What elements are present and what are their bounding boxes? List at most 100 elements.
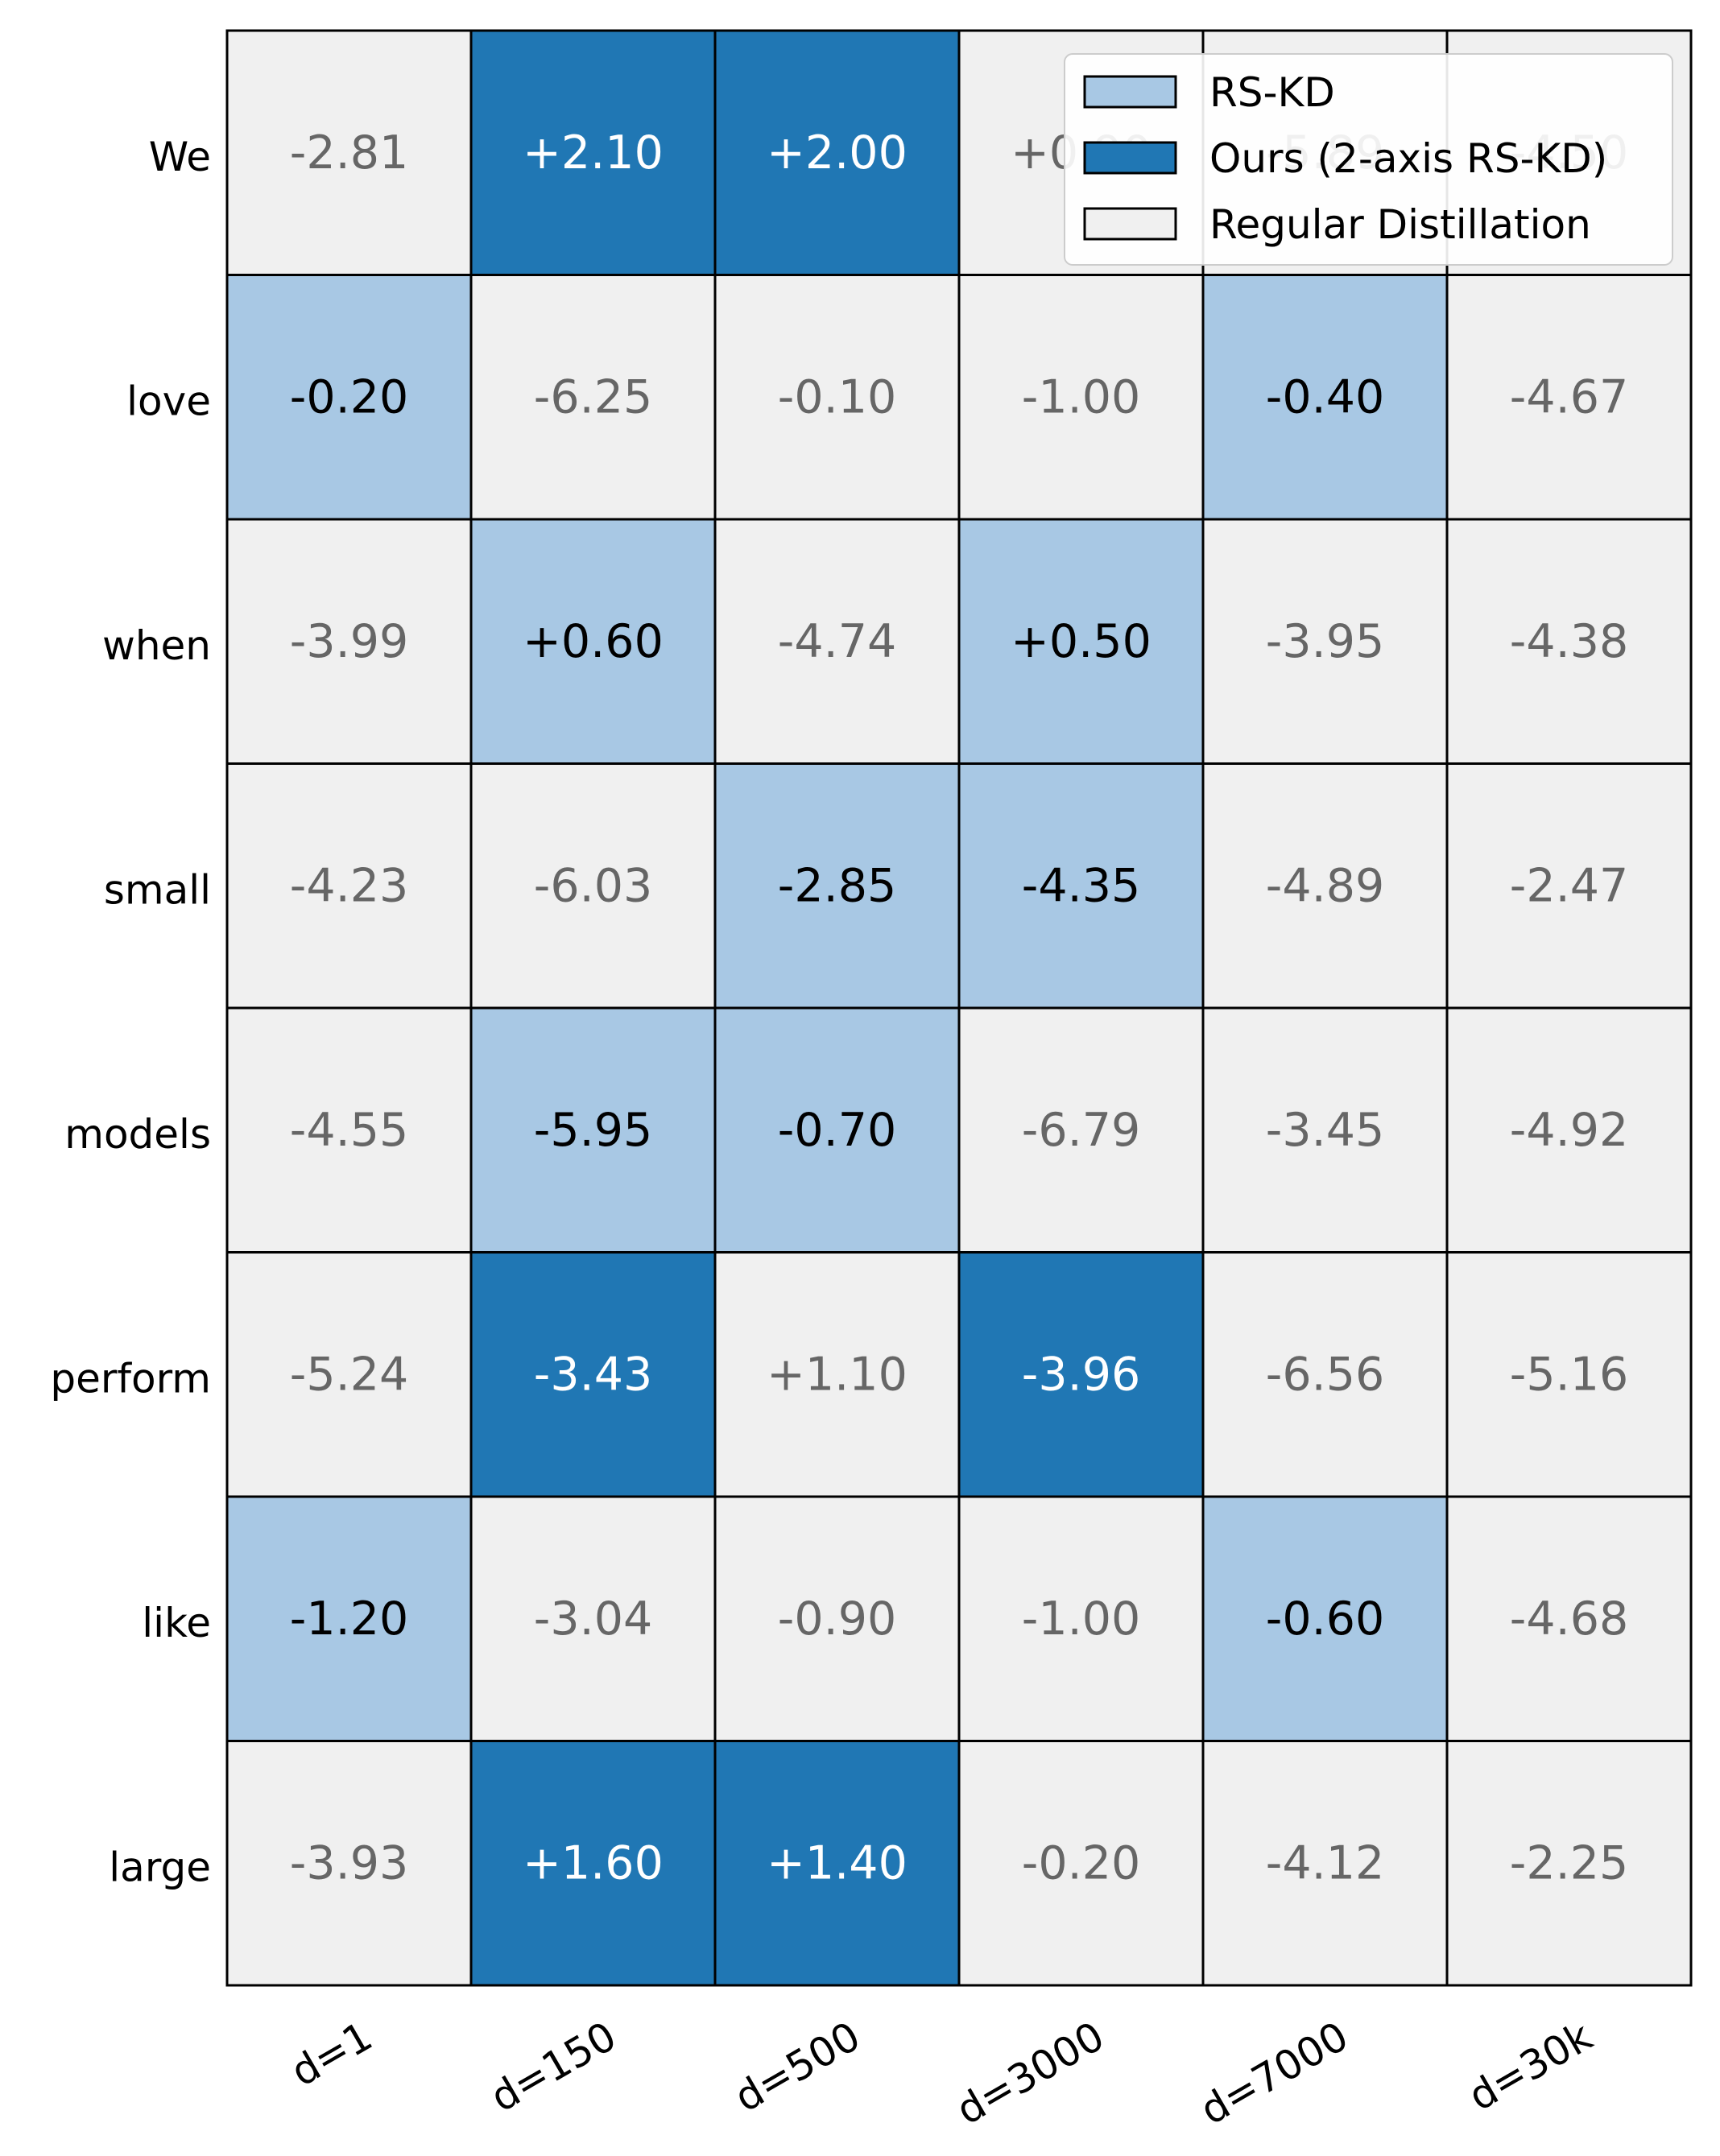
cell-value-label: -0.60 [1266,1592,1384,1646]
heatmap-cell [1201,1251,1449,1498]
heatmap-cell [469,1251,717,1498]
heatmap-cell [225,29,473,276]
cell-value-label: -0.20 [1022,1836,1140,1890]
column-tick-label: d=1 [283,2013,380,2096]
heatmap-cell [469,1006,717,1254]
column-tick-label: d=3000 [949,2013,1112,2134]
cell-value-label: -3.43 [534,1348,652,1401]
cell-value-label: -0.20 [290,370,408,423]
cell-value-label: -6.03 [534,859,652,912]
cell-value-label: -4.38 [1510,615,1628,668]
heatmap-cell [1445,762,1693,1010]
cell-value-label: -2.85 [778,859,896,912]
cell-value-label: -3.99 [290,615,408,668]
cell-value-label: -0.10 [778,370,896,423]
heatmap-cell [713,1251,961,1498]
cell-value-label: -4.12 [1266,1836,1384,1890]
heatmap-cell [1445,1251,1693,1498]
cell-value-label: +0.60 [523,615,664,668]
cell-value-label: -4.68 [1510,1592,1628,1646]
cell-value-label: -4.35 [1022,859,1140,912]
cell-value-label: +2.00 [767,126,908,180]
heatmap-cell [957,1006,1205,1254]
cell-value-label: -0.90 [778,1592,896,1646]
column-tick-label: d=30k [1461,2013,1600,2120]
cell-value-label: -3.45 [1266,1104,1384,1157]
heatmap-cell [713,518,961,765]
heatmap-cell [225,274,473,521]
heatmap-cell [957,1251,1205,1498]
heatmap-cell [1201,274,1449,521]
cell-value-label: -3.04 [534,1592,652,1646]
cell-value-label: -3.95 [1266,615,1384,668]
row-tick-label: like [142,1600,211,1646]
cell-value-label: -1.00 [1022,370,1140,423]
cell-value-label: -4.92 [1510,1104,1628,1157]
cell-value-label: +1.40 [767,1836,908,1890]
heatmap-cell [713,1740,961,1987]
heatmap-cell [957,518,1205,765]
cell-value-label: -3.96 [1022,1348,1140,1401]
legend: RS-KD Ours (2-axis RS-KD) Regular Distilla… [1064,53,1673,266]
row-tick-label: love [126,378,211,424]
cell-value-label: -2.47 [1510,859,1628,912]
legend-entry-label: Ours (2-axis RS-KD) [1209,135,1607,182]
column-tick-label: d=150 [482,2013,623,2121]
column-labels: d=1 d=150 d=500 d=3000 d=7000 d=30k [283,2013,1600,2134]
cell-value-label: -4.55 [290,1104,408,1157]
cell-value-label: -5.95 [534,1104,652,1157]
heatmap-cell [469,29,717,276]
legend-entry-label: RS-KD [1209,69,1335,116]
cell-value-label: -6.25 [534,370,652,423]
row-tick-label: models [64,1111,211,1158]
row-tick-label: large [109,1844,211,1890]
cell-value-label: -6.56 [1266,1348,1384,1401]
row-labels: We love when small models perform like large [50,134,211,1891]
heatmap-cell [225,1006,473,1254]
cell-value-label: -4.74 [778,615,896,668]
cell-value-label: -5.24 [290,1348,408,1401]
row-tick-label: We [149,134,211,180]
legend-entry-label: Regular Distillation [1209,201,1591,248]
heatmap-cell [1445,518,1693,765]
heatmap-cell [957,1740,1205,1987]
cell-value-label: -3.93 [290,1836,408,1890]
heatmap-cell [713,274,961,521]
row-tick-label: perform [50,1355,211,1402]
legend-box [1064,53,1673,266]
heatmap-cell [225,762,473,1010]
cell-value-label: -0.40 [1266,370,1384,423]
legend-swatch [1083,207,1177,241]
heatmap-cell [957,274,1205,521]
heatmap-cell [469,1495,717,1742]
heatmap-cell [469,274,717,521]
heatmap-cell [957,762,1205,1010]
heatmap-cell [225,518,473,765]
cell-value-label: -2.25 [1510,1836,1628,1890]
cell-value-label: -6.79 [1022,1104,1140,1157]
cell-value-label: +1.60 [523,1836,664,1890]
heatmap-cell [1445,1006,1693,1254]
cell-value-label: +1.10 [767,1348,908,1401]
cell-value-label: -1.00 [1022,1592,1140,1646]
legend-swatch [1083,141,1177,175]
cell-value-label: -4.89 [1266,859,1384,912]
heatmap-cell [1201,762,1449,1010]
cell-value-label: -2.81 [290,126,408,180]
cell-value-label: -4.23 [290,859,408,912]
row-tick-label: when [102,622,211,669]
heatmap-cell [1445,1495,1693,1742]
cell-value-label: -4.67 [1510,370,1628,423]
column-tick-label: d=500 [726,2013,867,2121]
cell-value-label: -5.16 [1510,1348,1628,1401]
plot-frame [226,30,1692,1986]
heatmap-cell [1201,518,1449,765]
cell-value-label: -0.70 [778,1104,896,1157]
heatmap-cell [1201,1740,1449,1987]
legend-swatch [1083,75,1177,109]
heatmap-cell [469,518,717,765]
heatmap-cells: -2.81+2.10+2.00+0.90-5.89-4.50-0.20-6.25… [225,29,1693,1987]
heatmap-cell [713,762,961,1010]
column-tick-label: d=7000 [1193,2013,1356,2134]
